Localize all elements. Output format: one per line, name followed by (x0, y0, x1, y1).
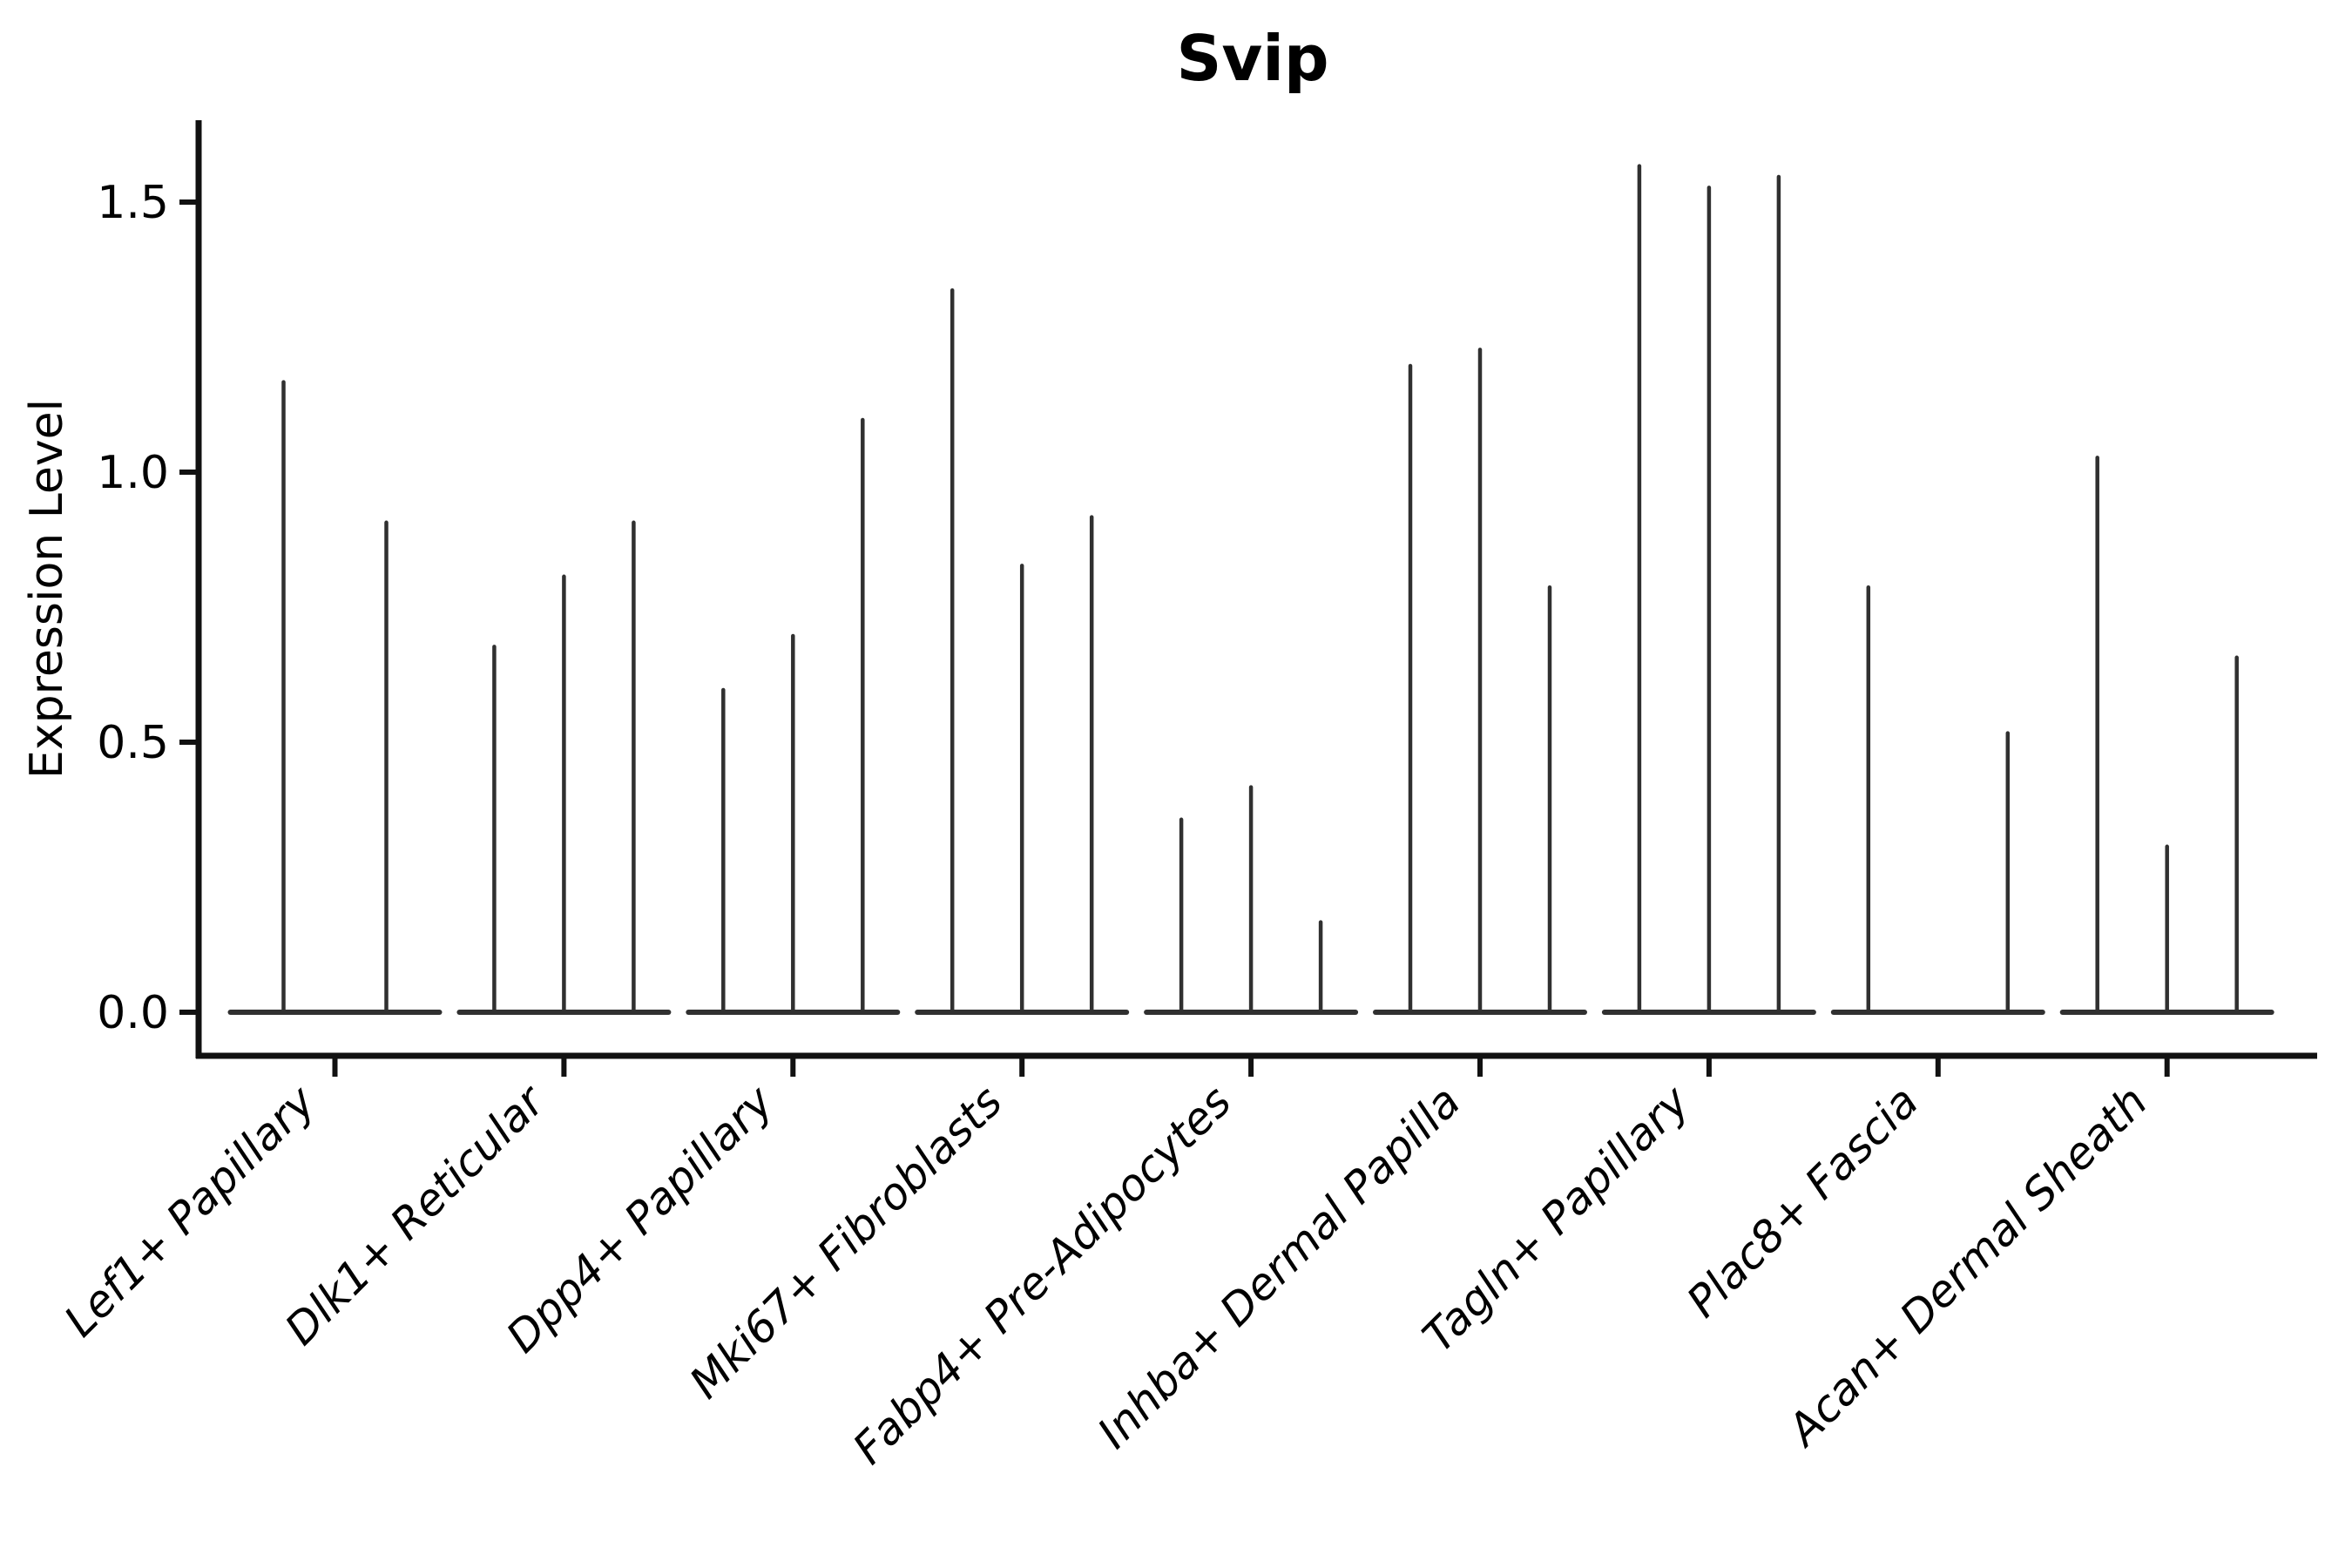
x-tick-label: Fabp4+ Pre-Adipocytes (843, 1076, 1241, 1474)
y-tick-label: 0.5 (97, 717, 169, 769)
x-tick-label: Inhba+ Dermal Papilla (1088, 1076, 1470, 1457)
y-tick-label: 1.5 (97, 177, 169, 229)
y-tick-label: 0.0 (97, 987, 169, 1039)
x-tick-label: Acan+ Dermal Sheath (1776, 1076, 2157, 1456)
chart-title: Svip (1176, 22, 1329, 95)
x-tick-label: Lef1+ Papillary (55, 1075, 326, 1346)
x-tick-label: Plac8+ Fascia (1677, 1076, 1928, 1327)
y-tick-label: 1.0 (97, 447, 169, 499)
